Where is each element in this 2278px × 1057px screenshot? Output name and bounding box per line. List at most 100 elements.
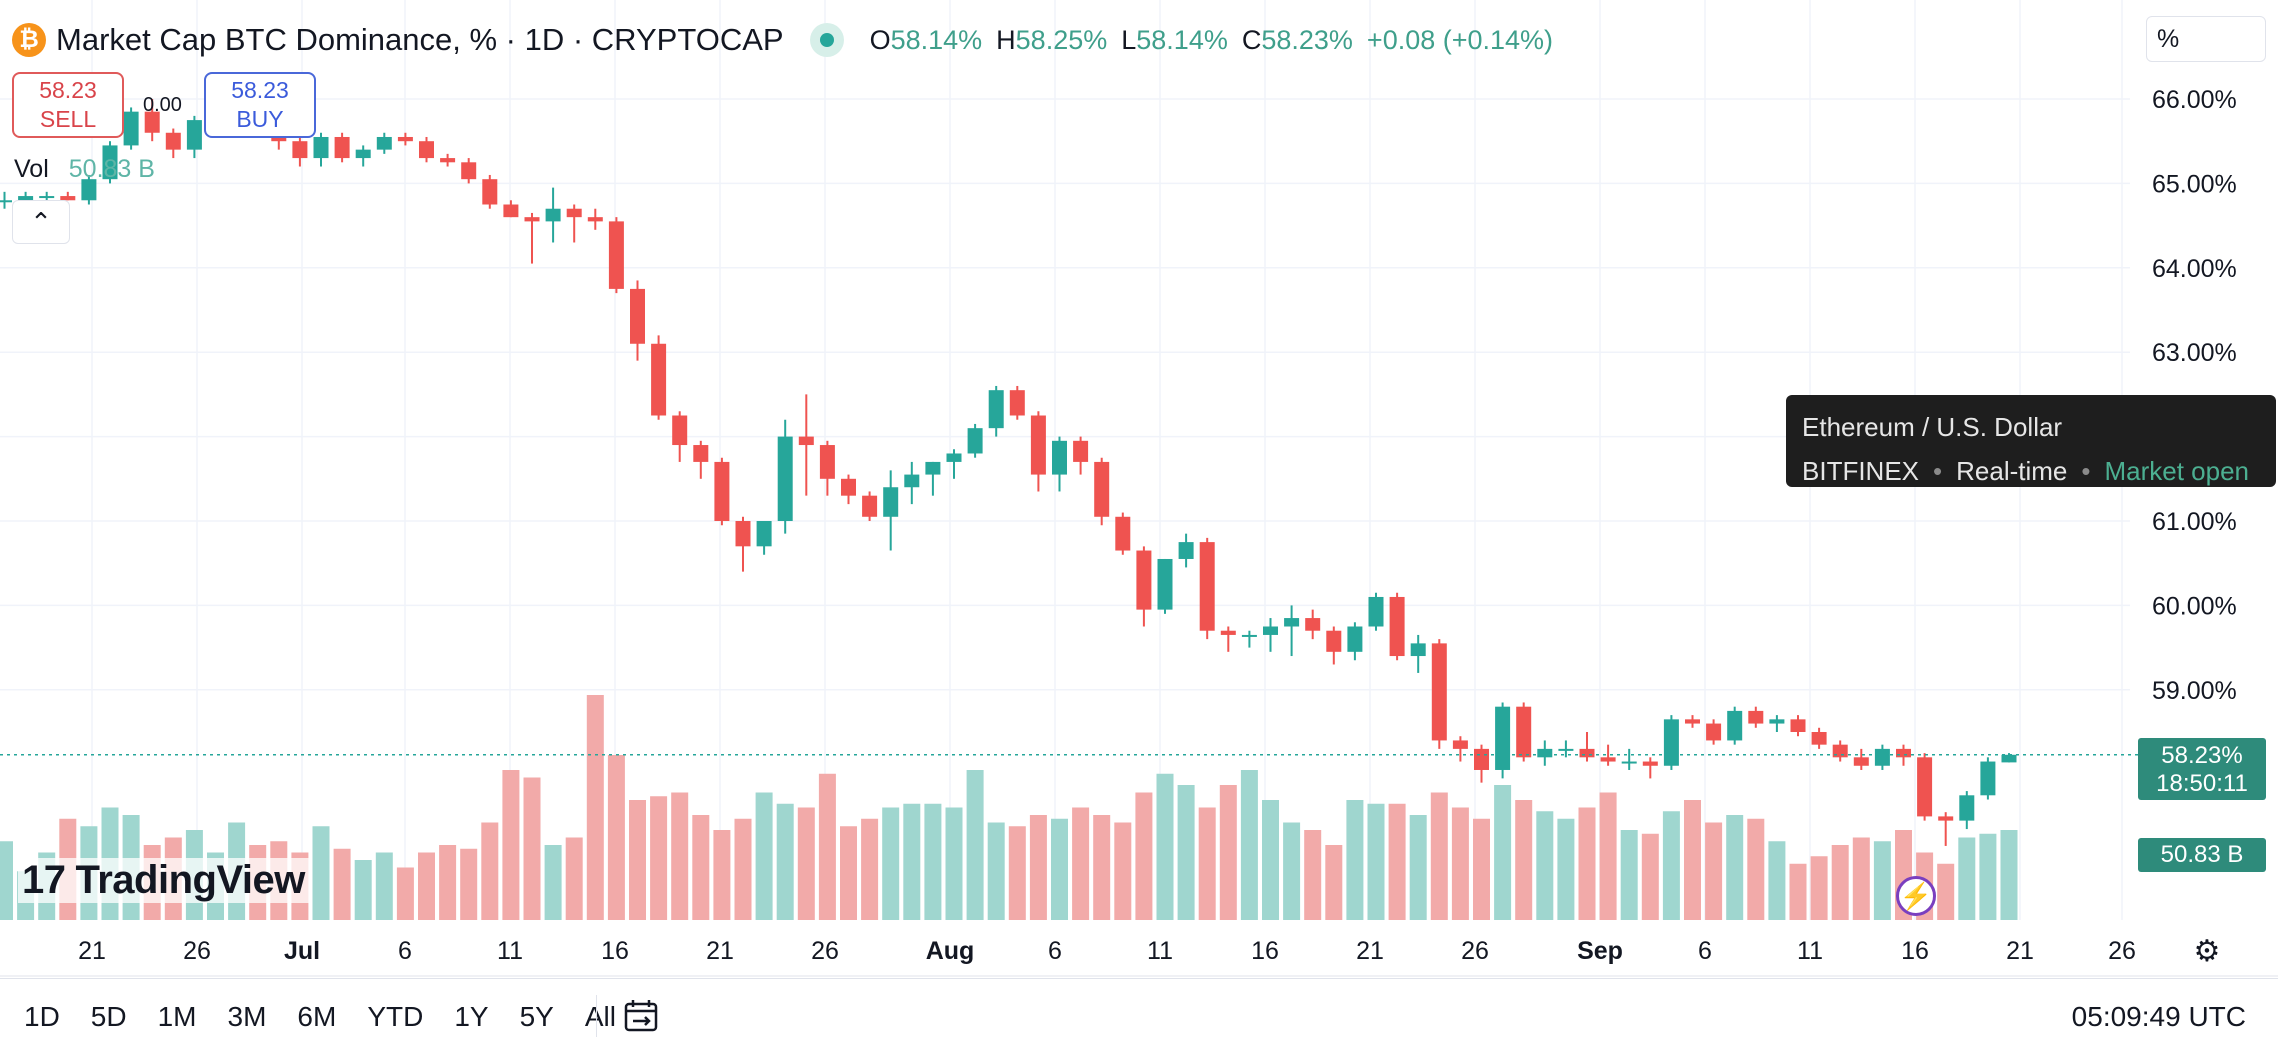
- candle-body: [925, 461, 941, 475]
- volume-bar: [418, 852, 435, 920]
- candle-body: [756, 521, 772, 547]
- candle-body: [841, 478, 856, 496]
- volume-bar: [523, 777, 541, 920]
- x-tick-label: Aug: [926, 937, 975, 965]
- candle-body: [482, 179, 498, 205]
- volume-bar: [1325, 845, 1343, 920]
- time-axis: 21 26 Jul 6 11 16 21 26 Aug 6 11 16 21 26 Sep 6 11 16 21 26: [78, 937, 2136, 965]
- x-tick-label: 21: [1356, 937, 1384, 965]
- volume-bar: [692, 815, 710, 920]
- volume-bar: [0, 841, 13, 920]
- range-all[interactable]: All: [584, 1001, 616, 1032]
- candle-body: [1199, 542, 1215, 631]
- x-tick-label: 26: [183, 937, 211, 965]
- volume-bar: [1684, 800, 1701, 920]
- volume-bar: [1873, 841, 1891, 920]
- price-chart[interactable]: 66.00%65.00%64.00%63.00%61.00%60.00%59.0…: [0, 0, 2278, 978]
- candle-body: [334, 136, 350, 159]
- logo-text: TradingView: [75, 858, 306, 902]
- range-3m[interactable]: 3M: [227, 1001, 267, 1032]
- candle-body: [1917, 757, 1933, 817]
- volume-bar: [1979, 833, 1997, 920]
- candle-body: [946, 453, 962, 462]
- toolbar-divider: [596, 995, 597, 1037]
- bar-countdown: 18:50:11: [2156, 770, 2248, 797]
- volume-bar: [1029, 815, 1047, 920]
- candle-body: [1220, 630, 1236, 635]
- volume-value: 50.83 B: [68, 155, 155, 183]
- candle-body: [503, 204, 519, 218]
- candle-body: [292, 141, 308, 159]
- range-1d[interactable]: 1D: [24, 1001, 60, 1032]
- tooltip-status: Market open: [2104, 456, 2250, 486]
- volume-bar: [882, 807, 900, 920]
- volume-bar: [1768, 841, 1786, 920]
- candle-body: [524, 217, 540, 222]
- lightning-icon[interactable]: ⚡: [1896, 876, 1936, 916]
- volume-bar: [1831, 845, 1849, 920]
- collapse-legend-button[interactable]: ⌃: [12, 200, 70, 244]
- volume-bar: [818, 773, 836, 920]
- range-6m[interactable]: 6M: [297, 1001, 337, 1032]
- symbol-title[interactable]: Market Cap BTC Dominance, % · 1D · CRYPT…: [56, 22, 784, 57]
- candle-body: [1748, 710, 1764, 724]
- range-5d[interactable]: 5D: [90, 1001, 127, 1032]
- volume-bar: [1747, 818, 1765, 920]
- range-1y[interactable]: 1Y: [454, 1001, 489, 1032]
- candle-body: [566, 208, 582, 218]
- volume-bar: [1198, 807, 1216, 920]
- volume-bar: [1620, 830, 1638, 920]
- range-ytd[interactable]: YTD: [367, 1001, 424, 1032]
- candle-body: [819, 445, 835, 479]
- candle-body: [1052, 440, 1067, 475]
- volume-bar: [776, 803, 794, 920]
- volume-price-tag: 50.83 B: [2138, 838, 2266, 872]
- volume-bar: [1219, 785, 1237, 920]
- scale-mode-button[interactable]: %: [2146, 16, 2266, 62]
- last-price: 58.23%: [2161, 742, 2243, 769]
- candle-body: [1094, 461, 1110, 517]
- x-tick-label: Jul: [284, 937, 320, 965]
- volume-legend[interactable]: Vol 50.83 B: [14, 155, 155, 184]
- candle-body: [1136, 550, 1152, 610]
- tradingview-logo[interactable]: 17 TradingView: [18, 858, 309, 903]
- candle-body: [123, 111, 139, 146]
- candle-body: [1896, 748, 1911, 758]
- candle-body: [18, 196, 34, 201]
- calendar-range-icon[interactable]: [622, 997, 660, 1035]
- candle-body: [1368, 596, 1384, 627]
- volume-bar: [481, 822, 499, 920]
- range-1m[interactable]: 1M: [157, 1001, 197, 1032]
- x-tick-label: 11: [1147, 937, 1173, 965]
- range-5y[interactable]: 5Y: [519, 1001, 554, 1032]
- volume-bar: [1072, 807, 1090, 920]
- y-tick-label: 63.00%: [2152, 339, 2237, 367]
- candle-body: [1621, 761, 1637, 764]
- utc-clock[interactable]: 05:09:49 UTC: [2071, 1001, 2246, 1032]
- volume-bar: [755, 792, 773, 920]
- x-tick-label: 16: [601, 937, 629, 965]
- candle-body: [1495, 706, 1511, 770]
- volume-bar: [1789, 863, 1807, 920]
- bitcoin-icon: ₿: [12, 23, 46, 57]
- candle-body: [1769, 719, 1785, 724]
- market-status-icon[interactable]: [809, 23, 844, 57]
- candle-body: [1157, 558, 1173, 610]
- candle-body: [608, 221, 624, 289]
- volume-bar: [1093, 815, 1111, 920]
- sell-button[interactable]: 58.23 SELL: [12, 72, 124, 138]
- buy-button[interactable]: 58.23 BUY: [204, 72, 316, 138]
- candle-body: [777, 436, 793, 521]
- volume-bar: [439, 845, 457, 920]
- gear-icon[interactable]: ⚙: [2193, 934, 2221, 968]
- candle-body: [1938, 816, 1954, 821]
- volume-bar: [1578, 807, 1596, 920]
- candle-body: [0, 200, 12, 203]
- y-tick-label: 61.00%: [2152, 508, 2237, 536]
- candle-body: [798, 436, 814, 446]
- candle-body: [1326, 630, 1342, 652]
- volume-bar: [1473, 818, 1490, 920]
- candle-body: [693, 445, 709, 462]
- candle-body: [1874, 748, 1890, 766]
- candle-body: [545, 208, 561, 222]
